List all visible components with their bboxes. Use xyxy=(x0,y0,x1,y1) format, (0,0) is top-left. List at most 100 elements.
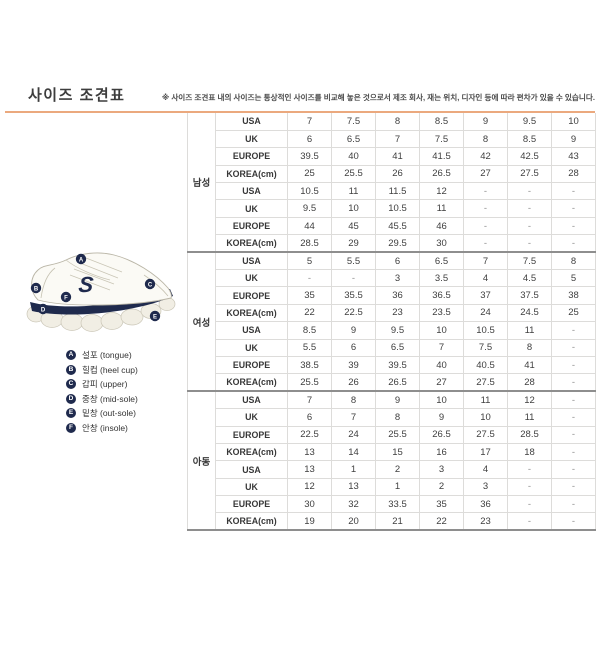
size-value-cell: 8.5 xyxy=(419,113,464,131)
row-label-cell: UK xyxy=(215,129,288,149)
size-value-cell: 40.5 xyxy=(463,355,508,375)
size-value-cell: 10.5 xyxy=(287,182,332,201)
size-value-cell: - xyxy=(551,442,596,462)
size-value-cell: 20 xyxy=(331,512,376,531)
size-value-cell: 3 xyxy=(419,460,464,479)
size-value-cell: 36 xyxy=(463,495,508,514)
size-value-cell: 10 xyxy=(419,321,464,340)
size-value-cell: 22 xyxy=(419,512,464,531)
size-value-cell: 7 xyxy=(287,113,332,131)
size-value-cell: 10 xyxy=(331,199,376,218)
shoe-marker-b: B xyxy=(30,282,42,294)
size-value-cell: 15 xyxy=(375,442,420,462)
size-value-cell: 28 xyxy=(507,373,552,392)
shoe-marker-f: F xyxy=(60,291,72,303)
size-value-cell: 46 xyxy=(419,216,464,236)
legend-item: C 갑피 (upper) xyxy=(66,377,138,392)
shoe-part-legend: A 설포 (tongue) B 힐컵 (heel cup) C 갑피 (upper) D 중창… xyxy=(66,348,138,435)
size-value-cell: 7.5 xyxy=(331,113,376,131)
size-value-cell: 25 xyxy=(287,164,332,184)
size-value-cell: - xyxy=(463,199,508,218)
size-value-cell: 22.5 xyxy=(331,303,376,323)
size-value-cell: 6.5 xyxy=(375,338,420,357)
size-value-cell: 13 xyxy=(287,460,332,479)
size-value-cell: 12 xyxy=(287,477,332,497)
part-marker-badge: D xyxy=(66,393,76,404)
category-cell: 여성 xyxy=(187,251,216,392)
size-value-cell: 11 xyxy=(507,321,552,340)
table-row: UK 5.5 6 6.5 7 7.5 8- xyxy=(188,338,596,357)
table-row: EUROPE 30 32 33.5 35 36- - xyxy=(188,495,596,514)
size-disclaimer-note: ※ 사이즈 조견표 내의 사이즈는 통상적인 사이즈를 비교해 놓은 것으로서 … xyxy=(161,93,595,102)
row-label-cell: KOREA(cm) xyxy=(215,164,288,184)
size-value-cell: 6 xyxy=(375,251,420,271)
shoe-marker-letter: D xyxy=(41,307,46,313)
size-value-cell: 4 xyxy=(463,269,508,288)
size-value-cell: 17 xyxy=(463,442,508,462)
row-label-cell: KOREA(cm) xyxy=(215,442,288,462)
shoe-marker-d: D xyxy=(37,303,49,315)
row-label-cell: UK xyxy=(215,199,288,218)
size-value-cell: - xyxy=(331,269,376,288)
row-label-cell: KOREA(cm) xyxy=(215,512,288,531)
size-value-cell: 8.5 xyxy=(287,321,332,340)
size-value-cell: - xyxy=(507,512,552,531)
table-row: UK 12 13 1 2 3- - xyxy=(188,477,596,497)
size-value-cell: - xyxy=(551,477,596,497)
part-marker-badge: E xyxy=(66,408,76,419)
size-value-cell: 19 xyxy=(287,512,332,531)
row-label-cell: EUROPE xyxy=(215,355,288,375)
size-value-cell: 41 xyxy=(375,147,420,166)
size-value-cell: 7 xyxy=(375,129,420,149)
size-value-cell: 42.5 xyxy=(507,147,552,166)
page-title: 사이즈 조견표 xyxy=(28,87,126,104)
size-value-cell: - xyxy=(551,373,596,392)
row-label-cell: USA xyxy=(215,251,288,271)
size-value-cell: - xyxy=(551,460,596,479)
table-row: EUROPE 35 35.5 36 36.5 37 37.5 38 xyxy=(188,286,596,305)
size-value-cell: 7 xyxy=(463,251,508,271)
size-value-cell: 10 xyxy=(463,408,508,427)
size-value-cell: 16 xyxy=(419,442,464,462)
size-value-cell: 11.5 xyxy=(375,182,420,201)
legend-item: D 중창 (mid-sole) xyxy=(66,392,138,407)
size-value-cell: 8 xyxy=(331,390,376,410)
size-value-cell: 14 xyxy=(331,442,376,462)
size-value-cell: 26.5 xyxy=(419,164,464,184)
part-label: 중창 (mid-sole) xyxy=(82,393,138,404)
size-value-cell: 8 xyxy=(375,113,420,131)
part-marker-badge: C xyxy=(66,379,76,390)
size-value-cell: 35 xyxy=(287,286,332,305)
size-value-cell: 9.5 xyxy=(507,113,552,131)
size-value-cell: 7 xyxy=(331,408,376,427)
size-value-cell: 3 xyxy=(463,477,508,497)
size-value-cell: - xyxy=(551,234,596,253)
size-value-cell: - xyxy=(463,216,508,236)
row-label-cell: USA xyxy=(215,460,288,479)
size-value-cell: 25.5 xyxy=(375,425,420,444)
size-value-cell: - xyxy=(551,321,596,340)
size-value-cell: 8 xyxy=(375,408,420,427)
size-value-cell: 8.5 xyxy=(507,129,552,149)
size-value-cell: - xyxy=(551,495,596,514)
size-value-cell: 44 xyxy=(287,216,332,236)
size-value-cell: 2 xyxy=(375,460,420,479)
table-row: KOREA(cm) 25 25.5 26 26.5 27 27.5 28 xyxy=(188,164,596,184)
size-value-cell: 5 xyxy=(551,269,596,288)
size-value-cell: 7 xyxy=(419,338,464,357)
midsole-band xyxy=(30,289,173,315)
row-label-cell: USA xyxy=(215,182,288,201)
table-row: KOREA(cm) 28.5 29 29.5 30- - - xyxy=(188,234,596,253)
size-value-cell: 42 xyxy=(463,147,508,166)
size-value-cell: 27.5 xyxy=(463,425,508,444)
size-value-cell: 22.5 xyxy=(287,425,332,444)
row-label-cell: KOREA(cm) xyxy=(215,234,288,253)
size-value-cell: 6 xyxy=(331,338,376,357)
shoe-marker-e: E xyxy=(149,310,161,322)
part-label: 밑창 (out-sole) xyxy=(82,408,136,419)
shoe-marker-letter: B xyxy=(34,286,39,292)
size-value-cell: 39 xyxy=(331,355,376,375)
row-label-cell: EUROPE xyxy=(215,495,288,514)
size-value-cell: 40 xyxy=(419,355,464,375)
